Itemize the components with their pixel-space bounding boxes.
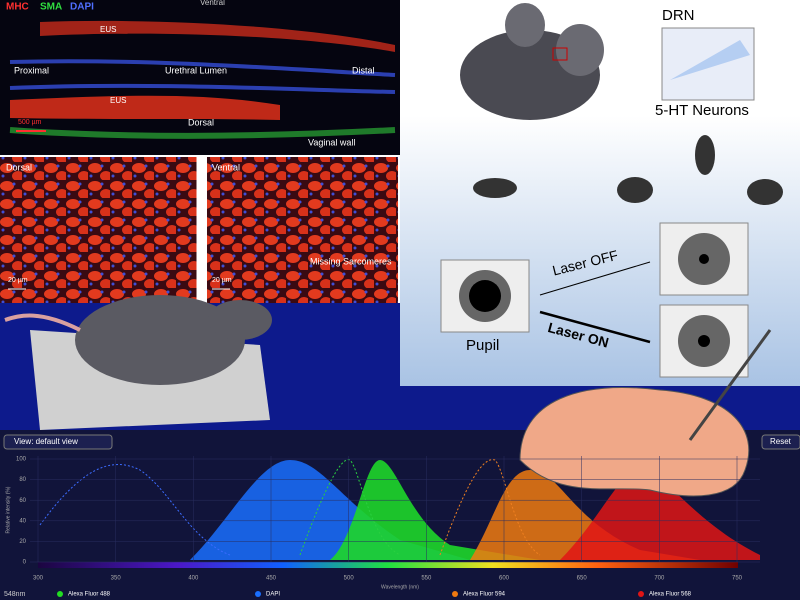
spectrum-legend: Alexa Fluor 488 DAPI Alexa Fluor 594 Alexa … <box>57 591 692 598</box>
vaginal-wall-label: Vaginal wall <box>308 137 355 147</box>
x-tick-label: 350 <box>111 576 122 582</box>
scale-bar-label: 20 µm <box>8 277 28 284</box>
legend-swatch <box>57 591 63 597</box>
annotation: Missing Sarcomeres <box>310 256 392 266</box>
legend-label: Alexa Fluor 488 <box>68 592 111 598</box>
pupil <box>469 280 501 312</box>
legend-label: DAPI <box>266 592 280 598</box>
lumen-edge <box>9 83 396 94</box>
stain-label: SMA <box>40 2 62 13</box>
arrow <box>539 310 651 344</box>
y-tick-label: 60 <box>19 498 26 504</box>
eus-band <box>40 20 395 52</box>
reset-button-label[interactable]: Reset <box>770 437 792 446</box>
af488-excitation <box>299 459 401 556</box>
mouse-ear <box>505 3 545 47</box>
af594-excitation <box>439 459 541 556</box>
y-tick-label: 0 <box>23 560 27 566</box>
pupil <box>699 254 709 264</box>
mouse-icon <box>473 178 517 198</box>
drn-label: DRN <box>662 7 695 24</box>
mouse-head <box>208 300 272 340</box>
dorsal-label: Dorsal <box>188 117 214 127</box>
mouse-ear <box>556 24 604 76</box>
spectrum-axes: 300 350 400 450 500 550 600 650 700 750 0 20 40 60 80 1… <box>16 456 760 582</box>
stain-label: DAPI <box>70 2 94 13</box>
distal-label: Distal <box>352 65 375 75</box>
target-box <box>552 47 568 61</box>
scale-bar-label: 500 µm <box>18 119 42 126</box>
af594-curve <box>470 470 700 560</box>
arrow <box>539 261 651 296</box>
x-tick-label: 400 <box>188 576 199 582</box>
lumen-edge <box>9 59 396 77</box>
eus-label: EUS <box>100 25 116 34</box>
legend-label: Alexa Fluor 594 <box>463 592 506 598</box>
light-cone <box>670 40 750 80</box>
x-tick-label: 600 <box>499 576 510 582</box>
x-tick-label: 700 <box>654 576 665 582</box>
orientation-label: Ventral <box>200 0 225 7</box>
y-tick-label: 20 <box>19 539 26 545</box>
eus-band <box>10 95 280 120</box>
brain <box>519 387 750 497</box>
spectrum-plot <box>38 459 760 568</box>
x-tick-label: 550 <box>421 576 432 582</box>
wavelength-bar <box>38 562 738 568</box>
neurons-label: 5-HT Neurons <box>655 102 749 119</box>
af488-curve <box>330 460 540 560</box>
view-button-label[interactable]: View: default view <box>14 437 78 446</box>
stain-label: MHC <box>6 2 29 13</box>
panel-title: Ventral <box>212 162 240 172</box>
sma-layer <box>9 127 396 139</box>
af568-curve <box>560 470 760 560</box>
mouse-body <box>75 295 245 385</box>
legend-swatch <box>255 591 261 597</box>
mouse-icon <box>695 135 715 175</box>
zoom-panel <box>207 157 398 303</box>
y-tick-label: 80 <box>19 477 26 483</box>
eus-label: EUS <box>110 96 126 105</box>
view-button[interactable] <box>3 434 113 450</box>
x-tick-label: 650 <box>577 576 588 582</box>
mouse-icon <box>747 179 783 205</box>
scale-bar-label: 20 µm <box>212 277 232 284</box>
x-tick-label: 300 <box>33 576 44 582</box>
proximal-label: Proximal <box>14 65 49 75</box>
dapi-excitation <box>39 464 231 556</box>
lumen-label: Urethral Lumen <box>165 65 227 75</box>
x-tick-label: 750 <box>732 576 743 582</box>
legend-label: Alexa Fluor 568 <box>649 592 692 598</box>
x-tick-label: 500 <box>344 576 355 582</box>
y-axis-label: Relative intensity (%) <box>5 486 11 533</box>
pupil-label: Pupil <box>466 337 499 354</box>
mouse-icon <box>617 177 653 203</box>
y-tick-label: 40 <box>19 518 26 524</box>
cursor-readout: 548nm <box>4 591 26 598</box>
x-axis-label: Wavelength (nm) <box>381 584 419 590</box>
x-tick-label: 450 <box>266 576 277 582</box>
y-tick-label: 100 <box>16 457 27 463</box>
legend-swatch <box>638 591 644 597</box>
zoom-panel <box>0 157 197 303</box>
fiber-optic <box>688 329 772 441</box>
legend-swatch <box>452 591 458 597</box>
dapi-curve <box>190 460 470 560</box>
mouse-tail <box>4 313 81 332</box>
reset-button[interactable] <box>761 434 800 450</box>
panel-title: Dorsal <box>6 162 32 172</box>
pupil <box>698 335 710 347</box>
